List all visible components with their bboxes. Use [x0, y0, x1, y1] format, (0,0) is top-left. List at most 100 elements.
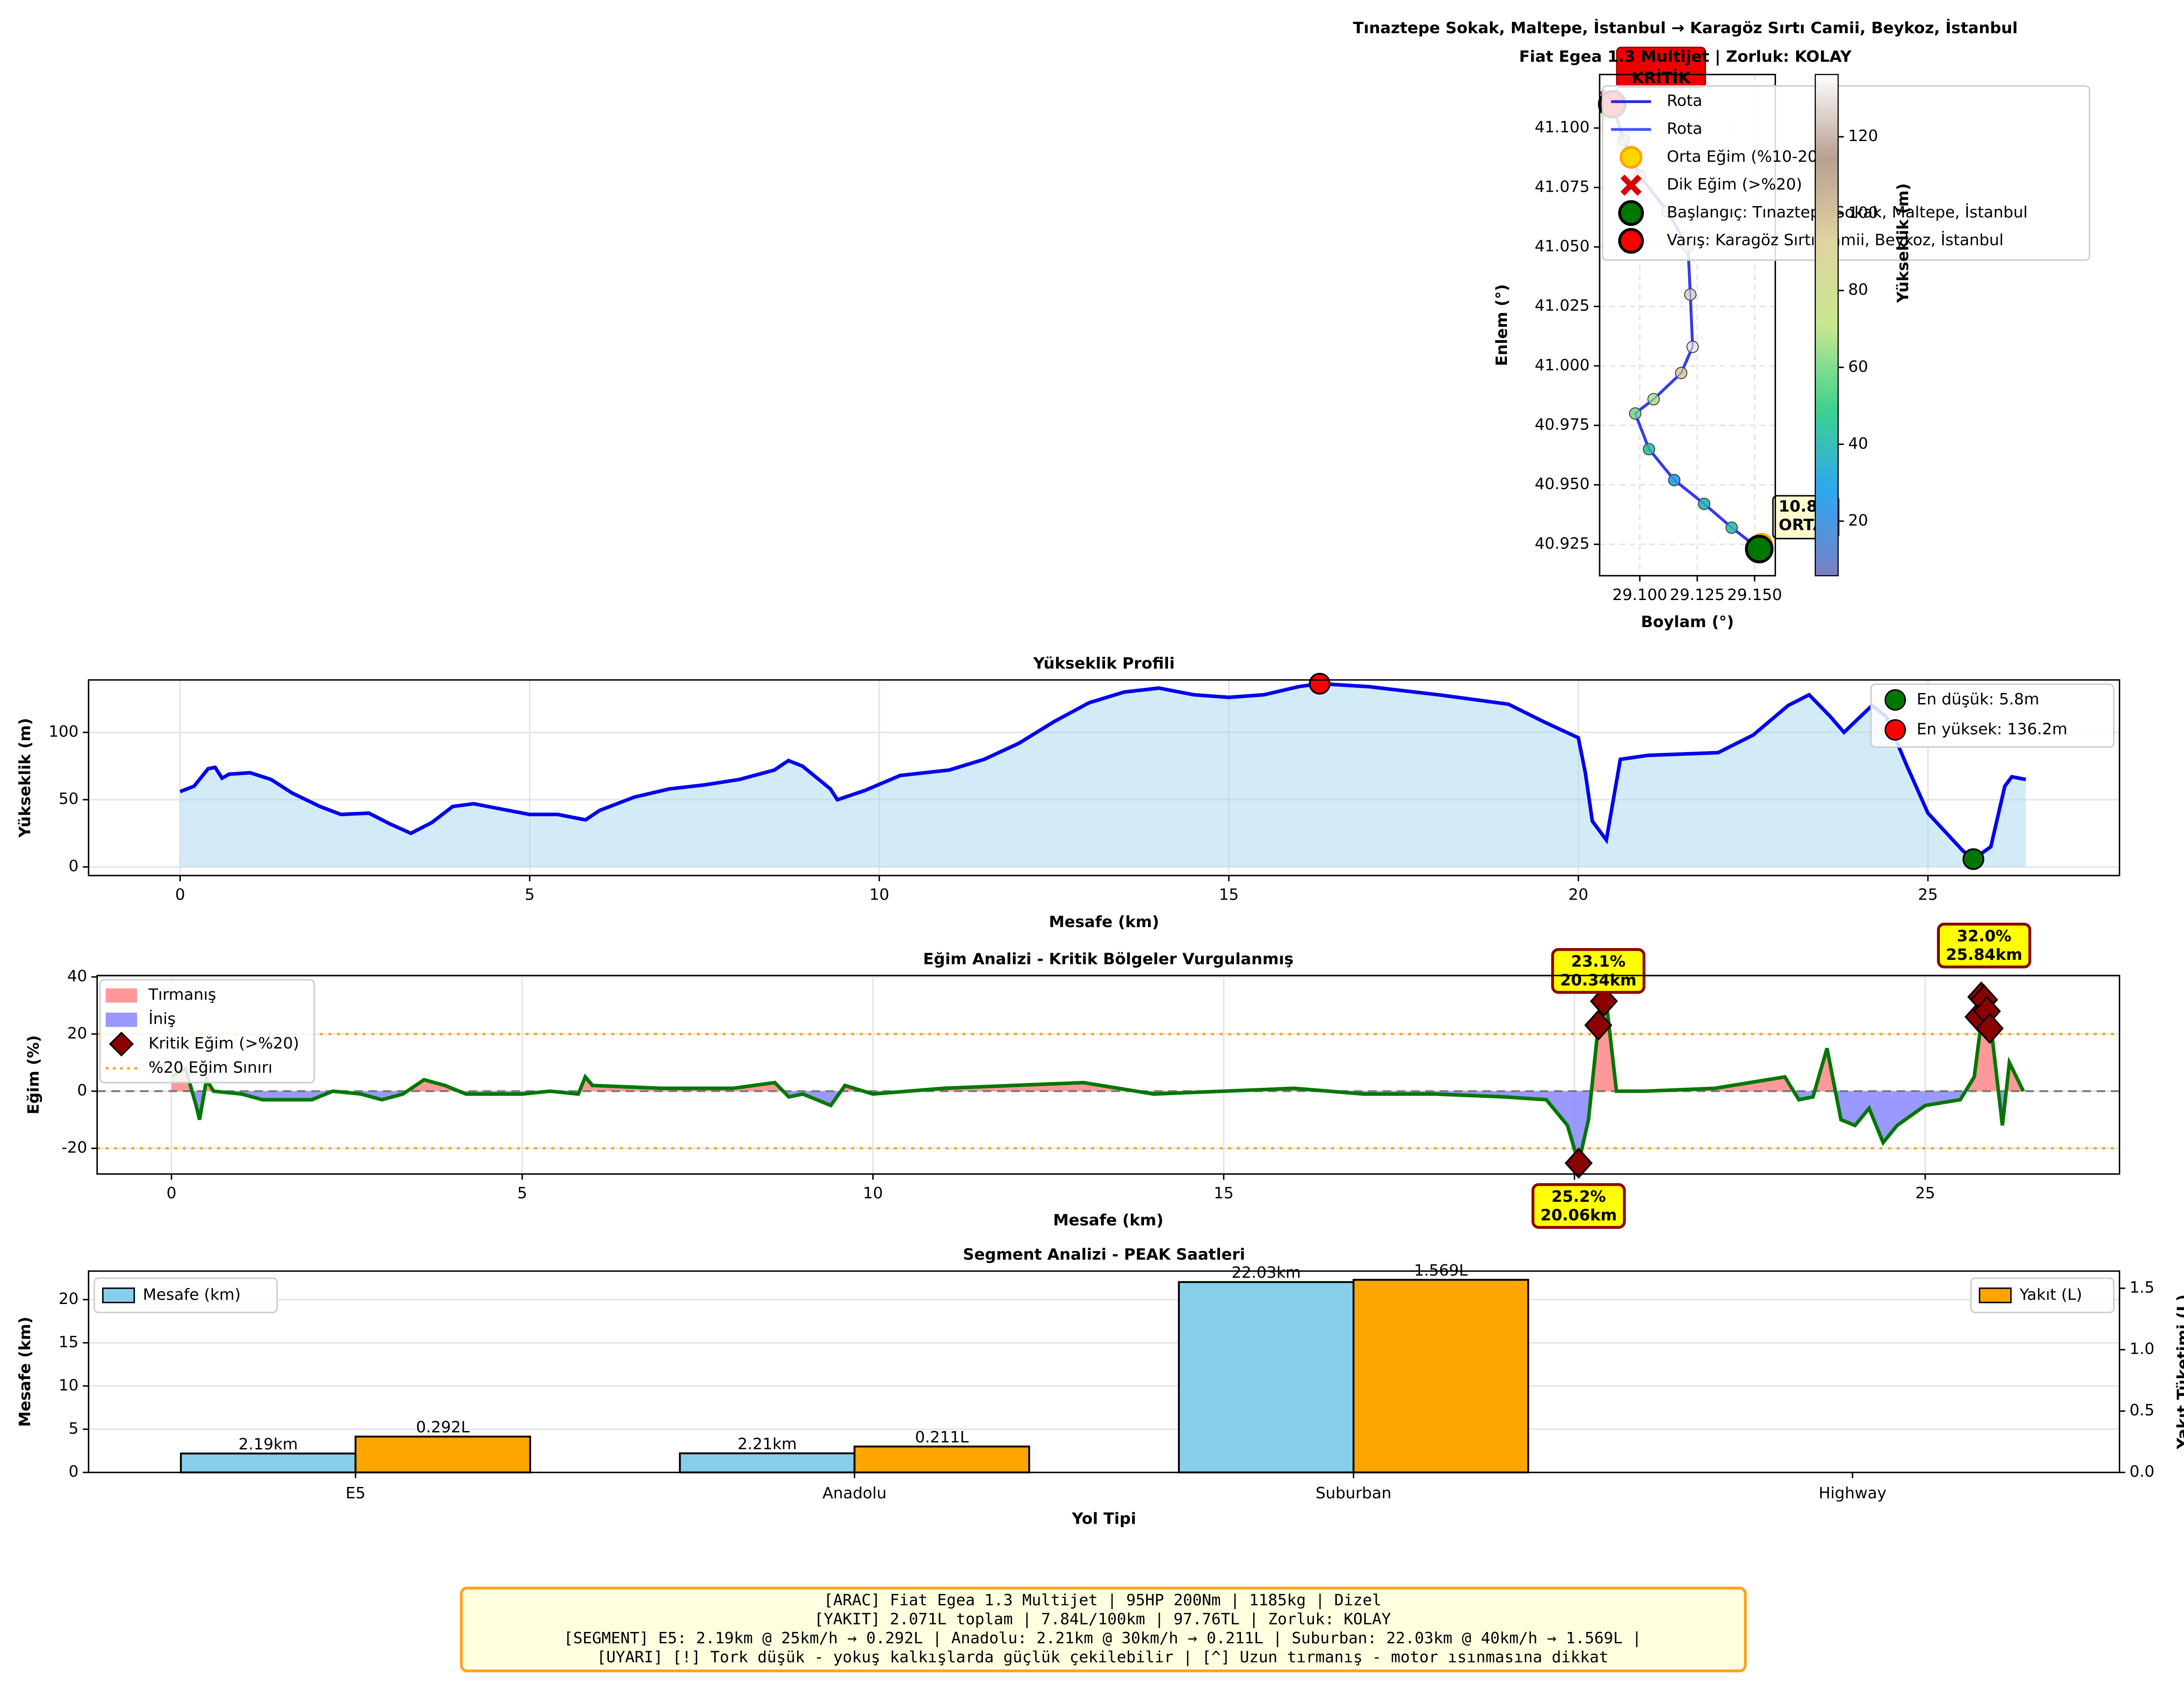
colorbar-tick-label: 120 [1848, 127, 1878, 145]
y2-tick-label: 0.0 [2129, 1463, 2154, 1481]
legend-box [99, 979, 315, 1083]
x-axis-label: Boylam (°) [1641, 613, 1734, 631]
value-label: 2.19km [238, 1435, 298, 1453]
legend-label: Mesafe (km) [143, 1286, 241, 1304]
x-tick-label: Suburban [1316, 1484, 1392, 1502]
bar [1352, 1279, 1529, 1473]
legend-swatch [1884, 719, 1906, 741]
legend-swatch [1884, 689, 1906, 711]
axes-border [1599, 73, 1776, 576]
y-axis-label: Eğim (%) [24, 1035, 42, 1114]
bar [180, 1452, 357, 1473]
x-axis-label: Yol Tipi [1071, 1510, 1136, 1528]
legend-label: Başlangıç: Tınaztepe Sokak, Maltepe, İst… [1667, 203, 2028, 221]
axes-border [88, 679, 2120, 876]
colorbar-tick-label: 100 [1848, 204, 1878, 222]
info-box [460, 1587, 1747, 1673]
y-tick-label: 40.950 [1534, 475, 1590, 493]
figure-subtitle: Fiat Egea 1.3 Multijet | Zorluk: KOLAY [1519, 48, 1852, 66]
info-line: [SEGMENT] E5: 2.19km @ 25km/h → 0.292L |… [563, 1629, 1641, 1647]
legend-label: Kritik Eğim (>%20) [149, 1035, 299, 1052]
bar [1178, 1281, 1355, 1473]
legend-label: Orta Eğim (%10-20) [1667, 148, 1824, 166]
chart-title: Eğim Analizi - Kritik Bölgeler Vurgulanm… [923, 950, 1293, 968]
x-axis-label: Mesafe (km) [1049, 913, 1159, 931]
y-tick-label: 0 [77, 1082, 87, 1100]
critical-point [1565, 1147, 1593, 1179]
value-label: 22.03km [1231, 1264, 1301, 1282]
y-tick-label: 100 [48, 723, 79, 741]
y-tick-label: 40 [67, 967, 87, 985]
x-tick-label: 25 [1918, 886, 1938, 904]
descent-area [171, 1091, 2024, 1163]
extreme-marker [1309, 673, 1331, 695]
x-tick-label: 10 [863, 1184, 883, 1202]
annotation-box [1551, 948, 1646, 994]
endpoint-marker [1745, 535, 1774, 563]
legend-swatch [105, 988, 137, 1003]
legend-label: Yakıt (L) [2019, 1286, 2082, 1304]
elevation-line [179, 682, 2026, 862]
x-tick-label: 25 [1915, 1184, 1935, 1202]
x-tick-label: Highway [1818, 1484, 1886, 1502]
x-tick-label: 20 [1569, 886, 1589, 904]
colorbar-label: Yükseklik (m) [1894, 183, 1912, 303]
x-tick-label: 0 [166, 1184, 176, 1202]
legend-label: Dik Eğim (>%20) [1667, 176, 1802, 193]
colorbar-tick-label: 20 [1848, 511, 1868, 529]
y-tick-label: 41.100 [1534, 118, 1590, 136]
y2-tick-label: 0.5 [2129, 1401, 2154, 1419]
info-line: [UYARI] [!] Tork düşük - yokuş kalkışlar… [597, 1648, 1608, 1666]
annotation-text: 23.1% [1571, 953, 1626, 971]
colorbar-tick-label: 80 [1848, 281, 1868, 299]
figure-title: Tınaztepe Sokak, Maltepe, İstanbul → Kar… [1353, 19, 2018, 37]
legend-swatch [105, 1012, 137, 1027]
x-tick-label: Anadolu [822, 1484, 887, 1502]
x-tick-label: E5 [346, 1484, 366, 1502]
y-axis-label: Enlem (°) [1493, 284, 1511, 366]
info-line: [YAKIT] 2.071L toplam | 7.84L/100km | 97… [814, 1610, 1391, 1628]
y-tick-label: 10 [59, 1376, 79, 1394]
critical-point [1976, 1013, 2004, 1044]
y-tick-label: 41.050 [1534, 238, 1590, 255]
x-tick-label: 29.150 [1727, 586, 1782, 604]
chart-title: Segment Analizi - PEAK Saatleri [963, 1246, 1245, 1264]
annotation-text: 25.2% [1552, 1188, 1606, 1206]
annotation-box [1937, 922, 2032, 969]
y-tick-label: -20 [62, 1138, 87, 1156]
legend-box [93, 1277, 278, 1314]
axes-border [88, 1270, 2120, 1473]
legend-box [1602, 85, 2091, 261]
x-tick-label: 10 [869, 886, 889, 904]
y-tick-label: 41.075 [1534, 178, 1590, 196]
legend-label: Tırmanış [148, 986, 216, 1004]
y2-tick-label: 1.5 [2129, 1279, 2154, 1297]
legend-label: En düşük: 5.8m [1917, 690, 2039, 708]
x-tick-label: 5 [517, 1184, 527, 1202]
annotation-text: KRİTİK [1631, 69, 1691, 87]
y-tick-label: 41.000 [1534, 356, 1590, 374]
y-tick-label: 40.975 [1534, 416, 1590, 434]
y-tick-label: 41.025 [1534, 297, 1590, 315]
plot-area [97, 975, 2120, 1174]
y-tick-label: 20 [67, 1024, 87, 1042]
legend-swatch [102, 1287, 135, 1304]
y-tick-label: 50 [59, 790, 79, 808]
legend-label: İniş [149, 1010, 176, 1028]
legend-label: Rota [1667, 92, 1703, 110]
annotation-text: 20.34km [1560, 971, 1637, 989]
annotation-text: 20.06km [1541, 1206, 1617, 1224]
y-tick-label: 15 [59, 1333, 79, 1351]
annotation-text: 25.84km [1946, 946, 2022, 964]
y-tick-label: 0 [69, 1463, 79, 1481]
chart-title: Yükseklik Profili [1033, 655, 1175, 673]
colorbar [1814, 74, 1839, 576]
critical-point [1590, 986, 1618, 1017]
critical-point [1584, 1009, 1613, 1041]
y-tick-label: 5 [69, 1420, 79, 1438]
bar [854, 1445, 1030, 1473]
y-tick-label: 0 [69, 857, 79, 875]
legend-box [1870, 683, 2115, 748]
